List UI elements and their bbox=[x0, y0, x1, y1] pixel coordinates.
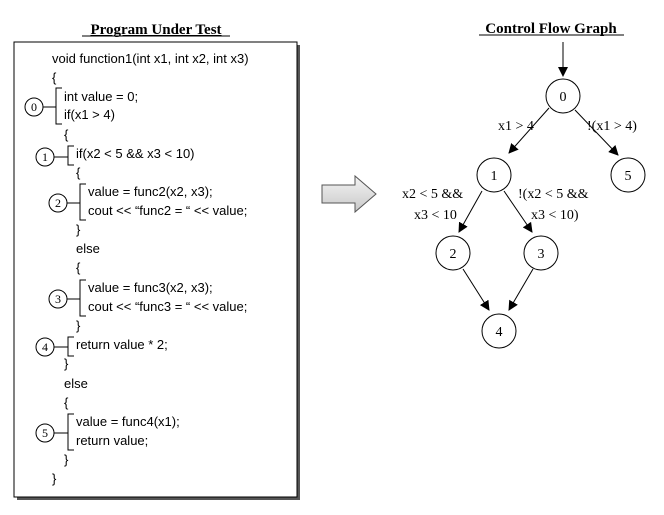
edge-2-4 bbox=[462, 268, 490, 311]
code-line: cout << “func2 = “ << value; bbox=[88, 203, 247, 218]
code-line: value = func4(x1); bbox=[76, 414, 180, 429]
code-line: else bbox=[76, 241, 100, 256]
code-line: if(x2 < 5 && x3 < 10) bbox=[76, 146, 195, 161]
code-line: { bbox=[76, 165, 81, 180]
graph-title: Control Flow Graph bbox=[485, 21, 617, 37]
graph-node-label-4: 4 bbox=[496, 325, 503, 340]
block-marker-1 bbox=[35, 145, 74, 167]
block-marker-2 bbox=[48, 183, 86, 221]
edge-1-2 bbox=[458, 190, 483, 233]
edge-0-5 bbox=[574, 109, 619, 156]
block-marker-5 bbox=[35, 413, 74, 451]
edge-3-4 bbox=[508, 268, 534, 311]
program-title: Program Under Test bbox=[90, 22, 221, 38]
block-marker-label-1: 1 bbox=[42, 150, 48, 164]
code-line: { bbox=[76, 260, 81, 275]
edge-label-0-5: !(x1 > 4) bbox=[587, 119, 637, 134]
transform-arrow bbox=[321, 174, 377, 214]
graph-node-2 bbox=[435, 235, 471, 271]
edge-label-0-1: x1 > 4 bbox=[498, 119, 534, 134]
code-line: } bbox=[52, 471, 57, 486]
edge-0-1 bbox=[508, 107, 550, 154]
edge-label-1-2-line2: x3 < 10 bbox=[414, 208, 457, 223]
code-line: cout << “func3 = “ << value; bbox=[88, 299, 247, 314]
code-line: { bbox=[64, 127, 69, 142]
code-line: { bbox=[64, 395, 69, 410]
graph-node-1 bbox=[476, 157, 512, 193]
graph-node-5 bbox=[610, 157, 646, 193]
block-marker-3 bbox=[48, 279, 86, 317]
block-marker-label-2: 2 bbox=[55, 196, 61, 210]
block-marker-label-0: 0 bbox=[31, 100, 37, 114]
code-line: } bbox=[76, 222, 81, 237]
code-line: else bbox=[64, 376, 88, 391]
block-marker-0 bbox=[24, 87, 62, 125]
graph-node-label-2: 2 bbox=[450, 247, 457, 262]
code-line: return value; bbox=[76, 433, 148, 448]
code-line: value = func2(x2, x3); bbox=[88, 184, 213, 199]
graph-node-label-3: 3 bbox=[538, 247, 545, 262]
graph-node-4 bbox=[481, 313, 517, 349]
code-line: void function1(int x1, int x2, int x3) bbox=[52, 51, 249, 66]
code-line: } bbox=[64, 356, 69, 371]
block-marker-4 bbox=[35, 336, 74, 357]
edge-1-3 bbox=[503, 190, 533, 233]
code-line: value = func3(x2, x3); bbox=[88, 280, 213, 295]
block-marker-label-4: 4 bbox=[42, 340, 48, 354]
block-marker-label-3: 3 bbox=[55, 292, 61, 306]
program-panel: Program Under Test void function1(int x1… bbox=[13, 22, 300, 500]
code-line: return value * 2; bbox=[76, 337, 168, 352]
graph-node-0 bbox=[545, 78, 581, 114]
program-frame bbox=[13, 41, 298, 498]
code-line: } bbox=[76, 318, 81, 333]
graph-node-label-5: 5 bbox=[625, 169, 632, 184]
graph-node-label-0: 0 bbox=[560, 90, 567, 105]
graph-node-label-1: 1 bbox=[491, 169, 498, 184]
edge-label-1-3-line2: x3 < 10) bbox=[531, 208, 579, 223]
code-line: if(x1 > 4) bbox=[64, 107, 115, 122]
code-line: int value = 0; bbox=[64, 89, 138, 104]
code-line: { bbox=[52, 70, 57, 85]
graph-panel: Control Flow Graph 0 1 5 2 3 4 bbox=[402, 21, 646, 349]
edge-label-1-3-line1: !(x2 < 5 && bbox=[518, 187, 589, 202]
code-line: } bbox=[64, 452, 69, 467]
edge-label-1-2-line1: x2 < 5 && bbox=[402, 187, 463, 202]
block-marker-label-5: 5 bbox=[42, 426, 48, 440]
graph-node-3 bbox=[523, 235, 559, 271]
